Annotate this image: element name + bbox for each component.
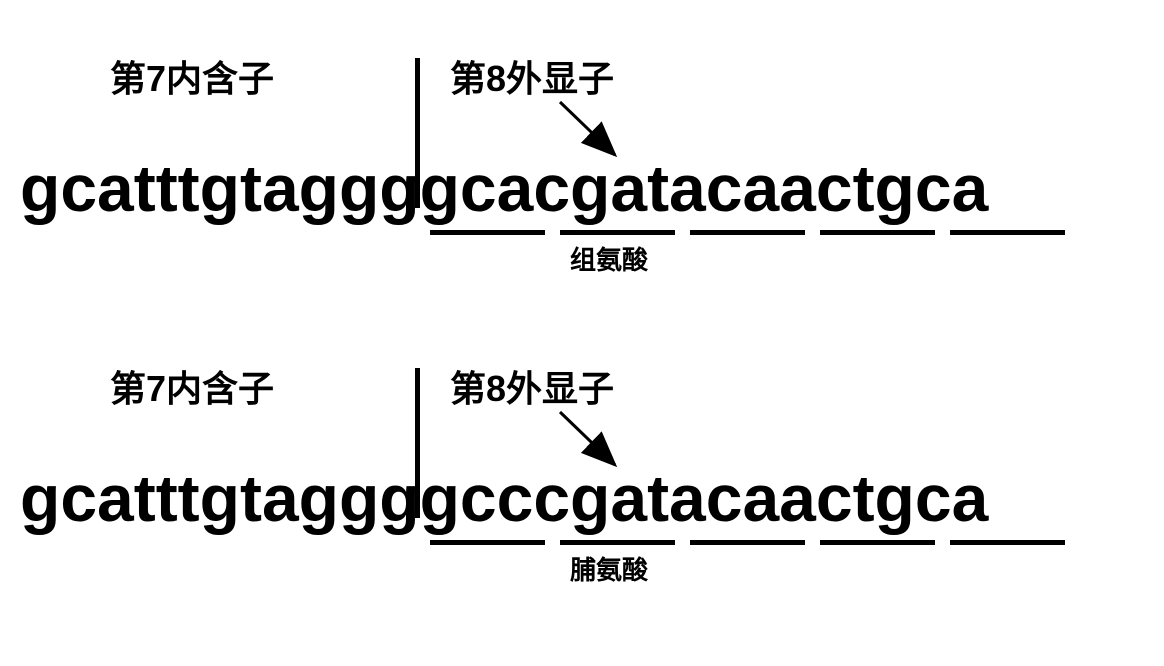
codon-underline: [820, 540, 935, 545]
gene-sequence-figure: 第7内含子 第8外显子 gcatttgtaggggcacgatacaactgca…: [0, 0, 1164, 666]
amino-acid-label: 组氨酸: [570, 240, 648, 277]
codon-underline: [430, 230, 545, 235]
sequence-block-top: 第7内含子 第8外显子 gcatttgtaggggcacgatacaactgca…: [0, 30, 1164, 290]
dna-sequence: gcatttgtaggggcccgatacaactgca: [20, 460, 988, 536]
codon-underline: [690, 230, 805, 235]
codon-underline: [690, 540, 805, 545]
codon-underline: [430, 540, 545, 545]
sequence-block-bottom: 第7内含子 第8外显子 gcatttgtaggggcccgatacaactgca…: [0, 340, 1164, 600]
codon-underline: [560, 540, 675, 545]
amino-acid-label: 脯氨酸: [570, 550, 648, 587]
codon-underline: [950, 540, 1065, 545]
codon-underline: [820, 230, 935, 235]
codon-underline: [560, 230, 675, 235]
codon-underline: [950, 230, 1065, 235]
dna-sequence: gcatttgtaggggcacgatacaactgca: [20, 150, 988, 226]
